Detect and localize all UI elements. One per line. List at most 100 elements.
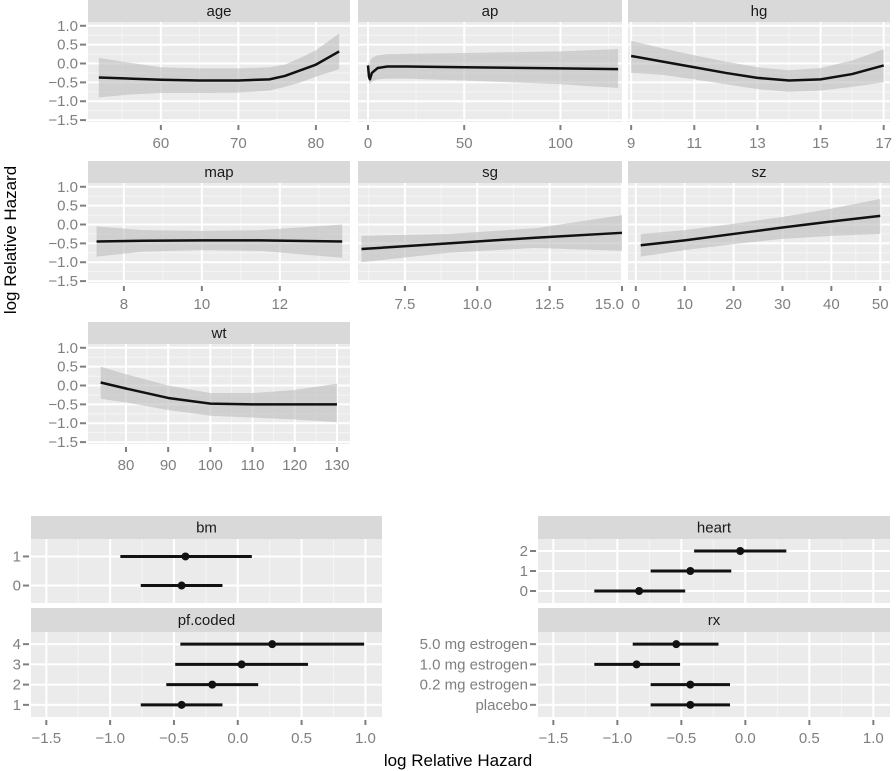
x-tick-label: 80 xyxy=(118,457,135,474)
facet-title: pf.coded xyxy=(178,612,236,629)
x-tick-label: 12 xyxy=(271,296,288,313)
panel-background xyxy=(538,632,890,717)
y-tick-label: 0.5 xyxy=(57,359,78,376)
x-tick-label: 0.0 xyxy=(735,730,756,747)
hazard-curve xyxy=(366,65,619,81)
x-tick-label: 50 xyxy=(872,296,889,313)
facet-pf-coded: pf.coded 1 2 3 4 −1.5 −1.0 −0.5 0.0 0.5 1.0 xyxy=(13,608,382,747)
x-tick-label: 20 xyxy=(725,296,742,313)
hazard-curve xyxy=(630,54,885,82)
confidence-band xyxy=(100,366,337,423)
estimate-point xyxy=(177,700,186,709)
x-tick-label: 15 xyxy=(812,135,829,152)
facet-strip xyxy=(88,161,350,183)
estimate-point xyxy=(686,680,695,689)
estimate-point xyxy=(672,640,681,649)
facet-title: age xyxy=(206,3,231,20)
y-tick-label: 0.0 xyxy=(57,378,78,395)
y-tick-label: 1.0 xyxy=(57,340,78,357)
y-tick-label: 0.0 xyxy=(57,217,78,234)
facet-strip xyxy=(628,161,890,183)
x-tick-label: 80 xyxy=(308,135,325,152)
facet-title: hg xyxy=(751,3,768,20)
hazard-curve xyxy=(361,231,623,251)
y-tick-label: 0.0 xyxy=(57,56,78,73)
facet-strip xyxy=(358,0,622,22)
y-tick-label: −1.5 xyxy=(48,112,78,129)
confidence-band xyxy=(98,33,340,98)
facet-title: sz xyxy=(752,164,767,181)
y-tick-label: −1.5 xyxy=(48,434,78,451)
estimate-point xyxy=(177,581,186,590)
facet-title: heart xyxy=(697,520,732,537)
y-tick-label: −1.0 xyxy=(48,415,78,432)
x-tick-label: 0 xyxy=(364,135,372,152)
confidence-band xyxy=(361,215,622,263)
x-tick-label: 30 xyxy=(774,296,791,313)
confidence-band xyxy=(640,198,881,257)
y-tick-label: 4 xyxy=(13,636,21,653)
y-tick-label: 2 xyxy=(520,543,528,560)
x-tick-label: 0.5 xyxy=(291,730,312,747)
facet-ap: ap 0 50 100 xyxy=(358,0,622,152)
facet-sg: sg 7.5 10.0 12.5 15.0 xyxy=(358,161,624,313)
panel-background xyxy=(31,539,382,603)
estimate-point xyxy=(736,547,745,555)
y-tick-label: 1.0 xyxy=(57,18,78,35)
hazard-curve xyxy=(98,50,340,82)
y-axis-title: log Relative Hazard xyxy=(1,166,20,314)
x-tick-label: −1.0 xyxy=(603,730,633,747)
y-tick-label: 1.0 mg estrogen xyxy=(420,656,528,673)
facet-rx: rx placebo 0.2 mg estrogen 1.0 mg estrogen 5… xyxy=(420,608,890,747)
x-tick-label: 10.0 xyxy=(463,296,492,313)
x-tick-label: −0.5 xyxy=(667,730,697,747)
facet-bm: bm 0 1 xyxy=(13,516,382,603)
facet-strip xyxy=(31,608,382,632)
x-tick-label: 1.0 xyxy=(863,730,884,747)
facet-age: age 60 70 80 1.0 0.5 0.0−0.5 −1.0 −1.5 xyxy=(48,0,350,152)
x-tick-label: −1.5 xyxy=(539,730,569,747)
y-tick-label: 1 xyxy=(520,563,528,580)
y-tick-label: −1.0 xyxy=(48,254,78,271)
facet-title: rx xyxy=(708,612,721,629)
facet-wt: wt 80 90 100 110 120 130 1.0 0.5 0.0−0.5 −1.0 −1.5 xyxy=(48,322,350,474)
x-tick-label: 70 xyxy=(230,135,247,152)
facet-strip xyxy=(88,322,350,344)
panel-background xyxy=(31,632,382,717)
y-tick-label: 2 xyxy=(13,677,21,694)
x-tick-label: 8 xyxy=(120,296,128,313)
facet-heart: heart 0 1 2 xyxy=(520,516,890,603)
y-tick-label: placebo xyxy=(475,697,528,714)
hazard-curve xyxy=(100,381,337,406)
y-tick-label: 3 xyxy=(13,656,21,673)
x-tick-label: 110 xyxy=(241,457,265,474)
y-tick-label: −0.5 xyxy=(48,396,78,413)
x-tick-label: 0.0 xyxy=(227,730,248,747)
y-tick-label: −1.0 xyxy=(48,93,78,110)
x-tick-label: 9 xyxy=(627,135,635,152)
x-tick-label: 120 xyxy=(282,457,307,474)
facet-map: map 8 10 12 1.0 0.5 0.0−0.5 −1.0 −1.5 xyxy=(48,161,350,313)
x-axis-title: log Relative Hazard xyxy=(384,751,532,770)
x-tick-label: 13 xyxy=(749,135,766,152)
estimate-point xyxy=(686,700,695,709)
y-tick-label: 0 xyxy=(13,578,21,595)
x-tick-label: 40 xyxy=(823,296,840,313)
facet-title: ap xyxy=(482,3,499,20)
facet-strip xyxy=(538,516,890,539)
x-tick-label: 90 xyxy=(160,457,177,474)
x-tick-label: 17 xyxy=(875,135,892,152)
facet-strip xyxy=(538,608,890,632)
x-tick-label: −0.5 xyxy=(159,730,189,747)
x-tick-label: 100 xyxy=(548,135,573,152)
y-tick-label: 1 xyxy=(13,548,21,565)
facet-strip xyxy=(31,516,382,539)
x-tick-label: 50 xyxy=(456,135,473,152)
estimate-point xyxy=(632,660,641,669)
hazard-curve xyxy=(640,214,881,247)
estimate-point xyxy=(237,660,246,669)
facet-strip xyxy=(88,0,350,22)
y-tick-label: −0.5 xyxy=(48,74,78,91)
facet-strip xyxy=(628,0,890,22)
